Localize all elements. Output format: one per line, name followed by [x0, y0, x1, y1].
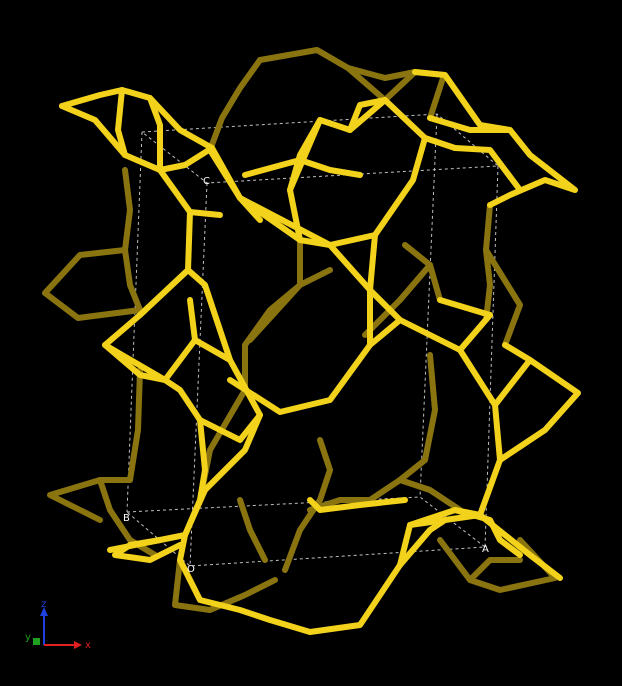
z-axis-arrowhead	[40, 607, 48, 616]
z-axis-label: z	[41, 599, 46, 610]
cell-corner-label-a: A	[482, 544, 489, 555]
axis-triad: z x y	[25, 599, 91, 651]
x-axis-label: x	[85, 640, 91, 651]
cell-corner-label-b: B	[123, 513, 130, 524]
cell-corner-label-origin: O	[187, 564, 195, 575]
framework-bonds-front	[59, 69, 581, 635]
framework-bonds-back	[42, 47, 558, 613]
y-axis-label: y	[25, 632, 31, 643]
y-axis-marker	[33, 638, 40, 645]
x-axis-arrowhead	[74, 641, 82, 649]
cell-corner-label-c: C	[203, 176, 210, 187]
